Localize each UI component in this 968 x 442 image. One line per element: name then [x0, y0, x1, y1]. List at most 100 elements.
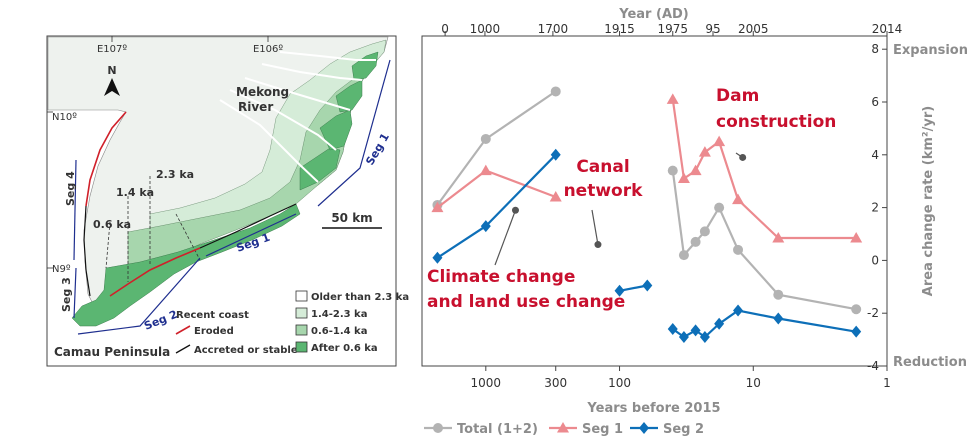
map-graticule-ticks	[47, 36, 269, 269]
data-point	[699, 226, 710, 237]
map-segment-arrows	[73, 59, 391, 335]
series-layer	[431, 86, 863, 343]
top-tick-label: 1915	[604, 22, 635, 36]
series-line	[436, 169, 557, 209]
seg1-arrow-east	[317, 59, 391, 207]
map-legend-title: Recent coast	[176, 310, 249, 321]
series-2	[432, 148, 862, 343]
data-point	[667, 323, 678, 336]
map-coord-lat1: N10º	[52, 112, 77, 123]
data-point	[851, 304, 862, 315]
data-point	[690, 236, 701, 247]
map-coord-lon2: E106º	[253, 44, 283, 55]
annotation-dot	[739, 153, 747, 161]
series-1	[431, 93, 863, 243]
y-tick-label: -4	[867, 359, 879, 373]
north-arrow-icon	[104, 78, 120, 96]
y-tick-label: 0	[871, 253, 879, 267]
chart-panel: 1000 300 100 10 10 1000 1700 1915 1975 95 2005 2014…	[421, 7, 968, 437]
y-tick-label: 2	[871, 201, 879, 215]
series-line	[672, 309, 857, 339]
map-coast-accreted-east	[199, 203, 297, 249]
seg2-arrow	[77, 257, 201, 335]
data-point	[550, 86, 561, 97]
data-point	[549, 191, 562, 202]
map-river-label-1: Mekong	[236, 85, 289, 99]
series-0	[432, 86, 862, 315]
map-legend-accreted-line	[175, 344, 191, 354]
data-point	[714, 317, 725, 330]
top-tick-label: 0	[441, 22, 449, 36]
data-point	[772, 231, 785, 243]
series-line	[619, 284, 648, 292]
y-axis-title: Area change rate (km²/yr)	[921, 106, 936, 296]
map-legend-a2-swatch	[295, 324, 308, 336]
data-point	[550, 148, 561, 161]
data-point	[699, 330, 710, 343]
data-point	[666, 93, 679, 104]
map-legend-eroded: Eroded	[194, 326, 234, 337]
chart-legend: Total (1+2) Seg 1 Seg 2	[424, 422, 704, 437]
map-age-2-3: 2.3 ka	[156, 168, 194, 181]
map-panel: N E107º E106º N10º N9º Mekong River 2.3 …	[46, 35, 409, 367]
series-line	[436, 154, 557, 259]
data-point	[773, 289, 784, 300]
data-point	[479, 164, 492, 176]
annotation-dot	[511, 206, 519, 214]
map-legend-eroded-line	[175, 325, 191, 335]
top-tick-label: 2014	[872, 22, 903, 36]
map-legend: Recent coast Eroded Accreted or stable O…	[175, 290, 409, 356]
x-tick-label: 100	[608, 376, 631, 390]
map-river-channels	[219, 51, 376, 183]
map-coast-eroded-south	[109, 247, 201, 297]
legend-marker	[557, 422, 569, 433]
top-tick-label: 2005	[738, 22, 769, 36]
legend-label: Seg 2	[663, 422, 704, 437]
data-point	[850, 231, 863, 243]
annotation-text: Climate change and land use change	[427, 267, 625, 312]
data-point	[690, 324, 701, 337]
data-point	[732, 193, 745, 205]
legend-label: Total (1+2)	[457, 422, 538, 437]
map-legend-older: Older than 2.3 ka	[311, 292, 409, 303]
map-coord-lon1: E107º	[97, 44, 127, 55]
data-point	[432, 251, 443, 264]
map-delta-lobes	[299, 51, 379, 191]
map-legend-accreted: Accreted or stable	[194, 345, 298, 356]
data-point	[698, 146, 711, 157]
data-point	[480, 133, 491, 144]
x-tick-label: 1000	[471, 376, 502, 390]
map-scale-label: 50 km	[331, 211, 372, 225]
map-legend-a3: After 0.6 ka	[311, 343, 378, 354]
y-tick-label: -2	[867, 306, 879, 320]
seg4-arrow	[73, 159, 77, 261]
map-coast-eroded-west	[85, 111, 127, 207]
data-point	[713, 135, 726, 147]
x-tick-label: 300	[544, 376, 567, 390]
legend-marker	[639, 422, 649, 434]
map-coord-lat2: N9º	[52, 264, 71, 275]
top-axis-title: Year (AD)	[618, 7, 688, 22]
data-point	[773, 312, 784, 325]
y-annot-reduction: Reduction	[893, 355, 967, 370]
map-coast-accreted-west	[83, 205, 91, 297]
data-point	[614, 284, 625, 297]
map-age-1-4: 1.4 ka	[116, 186, 154, 199]
data-point	[431, 201, 444, 213]
map-river-label-2: River	[238, 100, 273, 114]
north-label: N	[107, 64, 116, 77]
data-point	[714, 202, 725, 213]
data-point	[851, 325, 862, 338]
data-point	[678, 250, 689, 261]
map-legend-a3-swatch	[295, 341, 308, 353]
map-legend-a1-swatch	[295, 307, 308, 319]
y-tick-label: 6	[871, 95, 879, 109]
data-point	[677, 172, 690, 184]
legend-marker	[433, 423, 443, 433]
map-age-0-6: 0.6 ka	[93, 218, 131, 231]
seg1-arrow-south	[205, 213, 297, 257]
data-point	[733, 304, 744, 317]
y-annot-expansion: Expansion	[893, 43, 968, 58]
map-seg4-label: Seg 4	[64, 171, 77, 206]
